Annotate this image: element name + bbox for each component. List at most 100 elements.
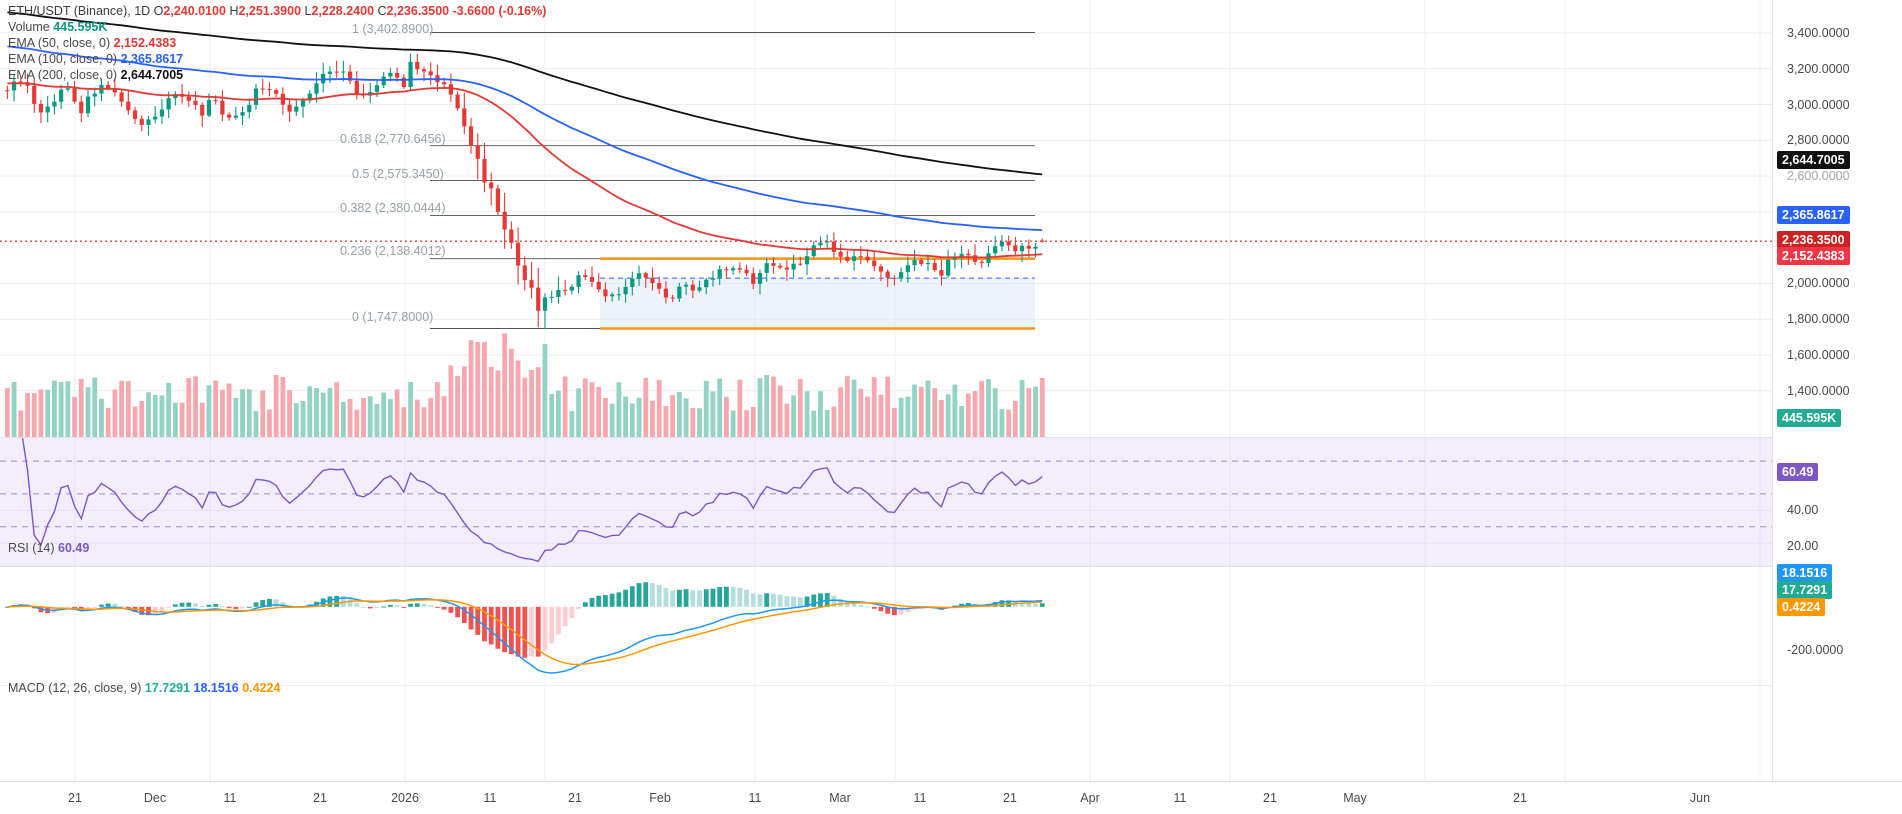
macd-histogram-bar	[582, 602, 588, 607]
macd-legend[interactable]: MACD (12, 26, close, 9) 17.7291 18.1516 …	[8, 681, 280, 696]
macd-histogram-bar	[347, 598, 353, 607]
rsi-label: RSI (14)	[8, 541, 55, 555]
volume-bar	[838, 387, 844, 437]
date-tick: 21	[313, 791, 327, 805]
candle-body	[18, 81, 23, 83]
volume-bar	[132, 406, 138, 437]
candle-body	[213, 100, 218, 102]
volume-bar	[992, 388, 998, 437]
macd-histogram-bar	[663, 588, 669, 607]
macd-histogram-bar	[589, 597, 595, 607]
time-axis[interactable]: 21 Dec 11 21 2026 11 21 Feb 11 Mar 11 21 Apr 11 21 May 2…	[0, 781, 1902, 814]
date-tick: 11	[913, 791, 927, 805]
rsi-badge[interactable]: 60.49	[1777, 463, 1819, 481]
volume-bar	[609, 403, 615, 437]
price-tick: 2,600.0000	[1787, 169, 1850, 184]
ohlc-low-label: L	[304, 4, 312, 18]
volume-bar	[556, 390, 561, 437]
macd-badge[interactable]: 0.4224	[1777, 598, 1826, 616]
date-tick: May	[1343, 791, 1367, 805]
legend-row-ema50[interactable]: EMA (50, close, 0) 2,152.4383	[8, 36, 546, 52]
legend-row-symbol: ETH/USDT (Binance), 1D O2,240.0100 H2,25…	[8, 4, 546, 20]
candle-body	[1006, 241, 1011, 246]
candle-body	[448, 84, 453, 95]
macd-histogram-bar	[992, 602, 998, 607]
candle-body	[811, 245, 816, 257]
candle-body	[92, 93, 97, 97]
volume-bar	[320, 392, 326, 437]
price-badge[interactable]: 2,152.4383	[1777, 247, 1850, 265]
volume-bar	[152, 394, 158, 437]
macd-histogram-bar	[273, 599, 279, 607]
candle-body	[636, 273, 642, 279]
macd-badge[interactable]: 18.1516	[1777, 564, 1833, 582]
volume-bar	[737, 379, 743, 437]
macd-histogram-bar	[4, 606, 10, 608]
candle-body	[132, 110, 138, 119]
volume-bar	[428, 398, 434, 437]
candle-body	[831, 241, 837, 252]
price-badge[interactable]: 2,365.8617	[1777, 206, 1850, 224]
volume-bar	[697, 408, 702, 437]
volume-bar	[78, 378, 84, 437]
volume-bar	[220, 389, 225, 437]
volume-bar	[280, 376, 286, 437]
volume-bar	[616, 382, 622, 437]
rsi-legend[interactable]: RSI (14) 60.49	[8, 541, 89, 556]
ohlc-low-value: 2,228.2400	[311, 4, 375, 18]
macd-histogram-bar	[354, 603, 360, 607]
macd-histogram-bar	[374, 606, 380, 609]
fib-label-0618: 0.618 (2,770.6456)	[340, 132, 446, 146]
macd-badge[interactable]: 17.7291	[1777, 581, 1833, 599]
macd-histogram-bar	[737, 587, 743, 607]
rsi-pane[interactable]	[0, 437, 1772, 566]
legend-row-ema100[interactable]: EMA (100, close, 0) 2,365.8617	[8, 52, 546, 68]
macd-histogram-bar	[676, 589, 682, 607]
candle-body	[227, 114, 232, 118]
macd-histogram-bar	[609, 593, 615, 607]
macd-histogram-bar	[636, 583, 642, 607]
macd-histogram-bar	[784, 596, 790, 607]
macd-histogram-bar	[865, 606, 870, 608]
macd-histogram-bar	[1026, 603, 1032, 607]
candle-body	[388, 72, 393, 77]
macd-tick: -200.0000	[1787, 643, 1844, 657]
price-tick: 2,800.0000	[1787, 133, 1850, 148]
volume-bar	[663, 406, 669, 437]
candle-body	[899, 272, 904, 279]
macd-histogram-bar	[502, 606, 508, 653]
macd-histogram-bar	[831, 595, 837, 607]
price-badge[interactable]: 445.595K	[1777, 409, 1842, 427]
price-badge[interactable]: 2,644.7005	[1777, 151, 1850, 169]
candle-body	[556, 290, 561, 297]
macd-histogram-bar	[603, 595, 608, 607]
price-tick: 3,200.0000	[1787, 61, 1850, 76]
macd-histogram-bar	[703, 589, 709, 607]
legend-row-volume[interactable]: Volume 445.595K	[8, 20, 546, 36]
macd-histogram-bar	[179, 602, 185, 607]
macd-pane[interactable]	[0, 566, 1772, 781]
date-tick: Apr	[1080, 791, 1100, 805]
candle-body	[260, 88, 265, 90]
candle-body	[428, 71, 433, 76]
volume-bar	[831, 406, 837, 437]
macd-histogram-bar	[650, 583, 655, 607]
volume-bar	[959, 406, 964, 437]
legend-row-ema200[interactable]: EMA (200, close, 0) 2,644.7005	[8, 68, 546, 84]
candle-body	[878, 266, 884, 272]
price-pane[interactable]	[0, 0, 1772, 437]
volume-bar	[858, 388, 864, 437]
volume-bar	[797, 379, 803, 437]
ohlc-change-pct: (-0.16%)	[498, 4, 547, 18]
symbol-label: ETH/USDT (Binance), 1D	[8, 4, 151, 18]
candle-body	[710, 278, 716, 280]
macd-histogram-bar	[139, 606, 145, 615]
macd-histogram-bar	[206, 604, 212, 607]
volume-bar	[125, 380, 131, 437]
volume-bar	[240, 389, 245, 437]
volume-bar	[199, 402, 205, 437]
price-axis[interactable]: 3,400.0000 3,200.0000 3,000.0000 2,800.0000…	[1772, 0, 1902, 781]
price-badge[interactable]: 2,236.3500	[1777, 231, 1850, 249]
volume-bar	[939, 399, 944, 437]
volume-bar	[92, 377, 98, 437]
